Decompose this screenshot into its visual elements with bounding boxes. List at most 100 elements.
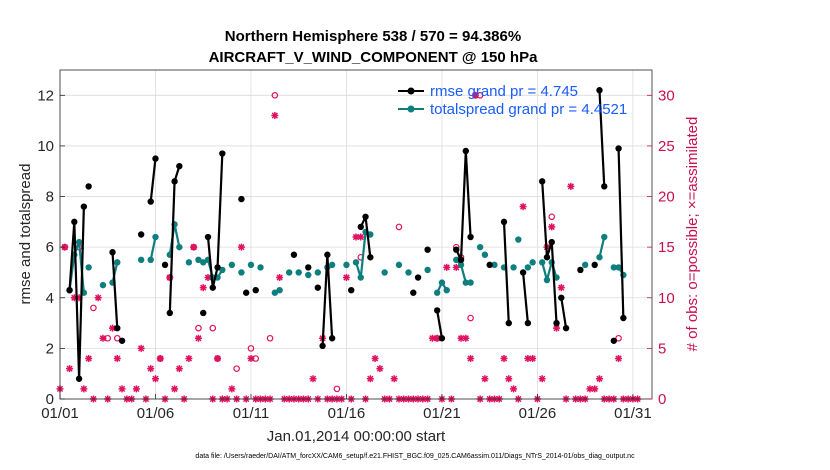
rmse-point [114,324,121,332]
obs-possible-marker [195,324,202,332]
obs-assimilated-marker [66,365,74,373]
totalspread-point [147,256,154,264]
x-tick-label: 01/31 [614,405,652,422]
rmse-point [591,261,598,269]
totalspread-point [457,261,465,269]
obs-possible-marker [266,334,274,342]
chart-title-line2: AIRCRAFT_V_WIND_COMPONENT @ 150 hPa [209,49,539,66]
rmse-point [558,294,565,301]
totalspread-point [357,274,364,281]
rmse-point [328,335,336,342]
rmse-point [462,147,470,155]
y-left-tick-label: 8 [46,189,54,206]
rmse-line [502,221,510,324]
obs-assimilated-marker [276,274,284,282]
legend-marker-rmse [407,87,415,95]
totalspread-point [99,281,107,289]
obs-assimilated-marker [190,243,198,251]
y-right-tick-label: 10 [658,290,675,307]
obs-assimilated-marker [109,324,117,332]
rmse-point [147,198,154,205]
totalspread-point [443,286,450,294]
obs-assimilated-marker [118,385,126,393]
obs-assimilated-marker [171,385,179,393]
obs-assimilated-marker [452,263,460,271]
obs-assimilated-marker [228,385,236,393]
x-tick-label: 01/16 [328,405,366,422]
rmse-point [457,256,465,264]
totalspread-point [543,276,551,284]
series-layer [56,87,642,403]
totalspread-point [601,233,608,241]
rmse-point [209,284,216,291]
totalspread-point [515,236,522,243]
x-tick-label: 01/01 [41,405,79,422]
totalspread-point [219,266,226,274]
rmse-point [610,337,618,344]
rmse-point [204,233,212,241]
rmse-point [500,218,508,226]
totalspread-line [598,236,606,258]
totalspread-point [529,259,536,266]
obs-assimilated-marker [271,112,279,120]
rmse-point [433,307,441,314]
totalspread-point [152,233,159,241]
rmse-point [438,335,446,342]
totalspread-point [276,286,283,294]
y-right-tick-label: 25 [658,138,675,155]
rmse-line [111,252,119,329]
rmse-point [357,223,364,231]
rmse-point [414,274,422,281]
totalspread-point [238,269,245,276]
totalspread-point [581,261,589,269]
rmse-point [314,284,322,291]
rmse-point [71,218,78,226]
totalspread-point [85,264,92,271]
obs-assimilated-marker [595,375,603,383]
obs-assimilated-marker [615,355,623,363]
obs-assimilated-marker [462,334,470,342]
obs-assimilated-marker [519,203,527,211]
totalspread-point [481,251,489,258]
obs-possible-marker [233,365,240,372]
rmse-point [453,246,460,253]
y-axis-label-right: # of obs: o=possible; ×=assimilated [684,117,701,352]
totalspread-point [438,279,446,286]
totalspread-point [352,259,360,266]
obs-assimilated-marker [132,385,140,393]
rmse-line [598,90,606,187]
obs-assimilated-marker [500,355,508,363]
rmse-line [436,310,444,339]
obs-possible-marker [271,92,279,99]
obs-assimilated-marker [156,355,164,363]
obs-possible-marker [395,223,403,231]
footer-data-file: data file: /Users/raeder/DAI/ATM_forcXX/… [195,453,635,460]
x-tick-label: 01/11 [233,405,269,422]
totalspread-point [433,289,441,296]
obs-possible-marker [209,324,217,332]
rmse-line [206,153,224,289]
rmse-point [548,238,555,246]
totalspread-point [285,269,293,276]
totalspread-point [510,264,517,271]
chart-title-line1: Northern Hemisphere 538 / 570 = 94.386% [225,28,521,45]
obs-assimilated-marker [80,385,88,393]
obs-possible-marker [548,213,556,221]
x-tick-label: 01/06 [137,405,175,422]
obs-assimilated-marker [586,385,594,393]
obs-assimilated-marker [237,243,245,251]
obs-assimilated-marker [591,385,599,393]
rmse-point [362,213,369,220]
rmse-point [200,309,207,317]
obs-assimilated-marker [137,344,145,352]
obs-assimilated-marker [342,274,350,282]
obs-assimilated-marker [309,375,317,383]
y-left-tick-label: 10 [37,138,54,155]
rmse-point [519,269,527,276]
rmse-point [615,145,622,152]
obs-possible-marker [90,304,97,312]
legend-label-spread: totalspread grand pr = 4.4521 [430,101,627,118]
obs-assimilated-marker [175,365,183,373]
obs-assimilated-marker [70,294,78,302]
obs-assimilated-marker [147,365,155,373]
